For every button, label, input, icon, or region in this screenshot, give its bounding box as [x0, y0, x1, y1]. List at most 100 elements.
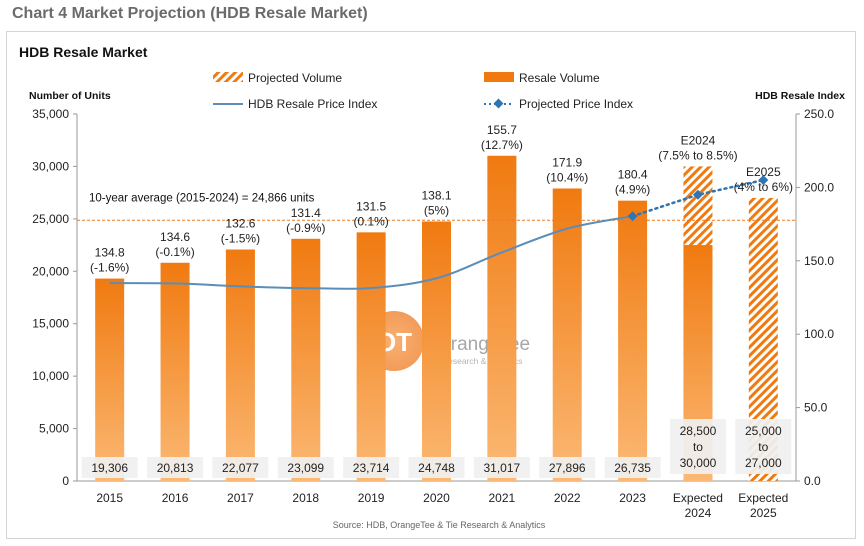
y-axis-title: Number of Units: [29, 90, 111, 102]
volume-label-high: 30,000: [680, 456, 717, 470]
volume-label-box: [735, 419, 792, 474]
chart-panel: [6, 31, 856, 539]
volume-label: 23,714: [353, 461, 390, 475]
index-label: 131.5: [356, 199, 386, 213]
x-tick-label: 2015: [96, 491, 123, 505]
volume-label-box: [81, 457, 138, 478]
volume-label-low: 25,000: [745, 424, 782, 438]
volume-label-box: [147, 457, 204, 478]
volume-label: 19,306: [91, 461, 128, 475]
volume-label: 23,099: [287, 461, 324, 475]
index-change-label: (10.4%): [546, 170, 588, 184]
volume-label-box: [277, 457, 334, 478]
index-change-label: (-0.9%): [286, 221, 325, 235]
index-change-label: (4% to 6%): [734, 180, 793, 194]
y2-tick-label: 150.0: [804, 254, 834, 268]
bar-resale-volume: [618, 200, 648, 481]
index-label: 180.4: [618, 168, 648, 182]
volume-label: 22,077: [222, 461, 259, 475]
volume-label: 27,896: [549, 461, 586, 475]
bar-resale-volume: [291, 238, 321, 481]
x-tick-label: 2018: [292, 491, 319, 505]
x-tick-label: 2023: [619, 491, 646, 505]
index-label: 132.6: [225, 217, 255, 231]
volume-label-box: [539, 457, 596, 478]
y2-axis-title: HDB Resale Index: [755, 90, 845, 102]
volume-label-box: [343, 457, 400, 478]
index-change-label: (-1.6%): [90, 261, 129, 275]
x-tick-label: 2019: [358, 491, 385, 505]
y2-tick-label: 100.0: [804, 327, 834, 341]
volume-label-to: to: [693, 440, 703, 454]
x-tick-label: 2022: [554, 491, 581, 505]
volume-label-box: [212, 457, 269, 478]
y-tick-label: 10,000: [32, 369, 69, 383]
index-label: 155.7: [487, 123, 517, 137]
index-change-label: (5%): [424, 203, 449, 217]
bar-resale-volume: [225, 249, 255, 481]
volume-label-high: 27,000: [745, 456, 782, 470]
legend-marker-projected-index: [493, 98, 504, 109]
index-label: 134.6: [160, 230, 190, 244]
index-label: E2024: [681, 133, 716, 147]
y2-tick-label: 200.0: [804, 180, 834, 194]
page-title: Chart 4 Market Projection (HDB Resale Ma…: [12, 5, 368, 22]
legend-label-projected-volume: Projected Volume: [248, 71, 342, 85]
bar-resale-volume: [356, 232, 386, 481]
x-tick-label: 2020: [423, 491, 450, 505]
index-change-label: (12.7%): [481, 138, 523, 152]
x-tick-label-line2: 2024: [685, 506, 712, 520]
index-change-label: (4.9%): [615, 183, 650, 197]
index-label: 138.1: [421, 188, 451, 202]
x-tick-label: 2017: [227, 491, 254, 505]
index-label: E2025: [746, 165, 781, 179]
plot-area: 0 5,000 10,000 15,000 20,000 25,000 30,000 35,0…: [32, 107, 834, 520]
volume-label-box: [604, 457, 661, 478]
legend-label-price-index: HDB Resale Price Index: [248, 97, 377, 111]
x-tick-label: 2016: [162, 491, 189, 505]
index-change-label: (-0.1%): [155, 245, 194, 259]
bar-resale-volume: [422, 221, 451, 481]
volume-label-box: [473, 457, 530, 478]
x-tick-label: 2021: [489, 491, 516, 505]
index-change-label: (0.1%): [353, 214, 388, 228]
marker-projected-index: [758, 175, 769, 186]
marker-projected-index: [627, 211, 638, 222]
legend-swatch-resale-volume: [484, 72, 514, 82]
y-tick-label: 20,000: [32, 264, 69, 278]
source-note: Source: HDB, OrangeTee & Tie Research & …: [333, 520, 546, 530]
chart-title: HDB Resale Market: [19, 44, 148, 60]
volume-label-low: 28,500: [680, 424, 717, 438]
legend: Projected Volume Resale Volume HDB Resal…: [213, 71, 633, 111]
y2-tick-label: 0.0: [804, 474, 821, 488]
y-tick-label: 35,000: [32, 107, 69, 121]
bar-resale-volume: [95, 278, 125, 481]
index-label: 134.8: [95, 246, 125, 260]
volume-label: 20,813: [157, 461, 194, 475]
volume-label: 26,735: [614, 461, 651, 475]
bar-resale-volume: [552, 188, 582, 481]
y-tick-label: 0: [62, 474, 69, 488]
y2-tick-label: 250.0: [804, 107, 834, 121]
volume-label-box: [408, 457, 465, 478]
y-tick-label: 25,000: [32, 212, 69, 226]
index-change-label: (7.5% to 8.5%): [658, 148, 737, 162]
index-label: 171.9: [552, 155, 582, 169]
volume-label: 24,748: [418, 461, 455, 475]
average-label: 10-year average (2015-2024) = 24,866 uni…: [89, 192, 315, 204]
legend-label-projected-index: Projected Price Index: [519, 97, 633, 111]
y-tick-label: 5,000: [39, 422, 69, 436]
y-tick-label: 15,000: [32, 317, 69, 331]
volume-label-box: [669, 419, 726, 474]
index-label: 131.4: [291, 206, 321, 220]
line-price-index: [109, 215, 633, 290]
watermark-tagline: Research & Analytics: [442, 356, 522, 366]
volume-label: 31,017: [484, 461, 521, 475]
x-tick-label: Expected: [673, 491, 723, 505]
index-change-label: (-1.5%): [221, 232, 260, 246]
x-tick-label: Expected: [738, 491, 788, 505]
bar-resale-volume: [487, 155, 517, 482]
y2-tick-label: 50.0: [804, 401, 828, 415]
legend-label-resale-volume: Resale Volume: [519, 71, 600, 85]
